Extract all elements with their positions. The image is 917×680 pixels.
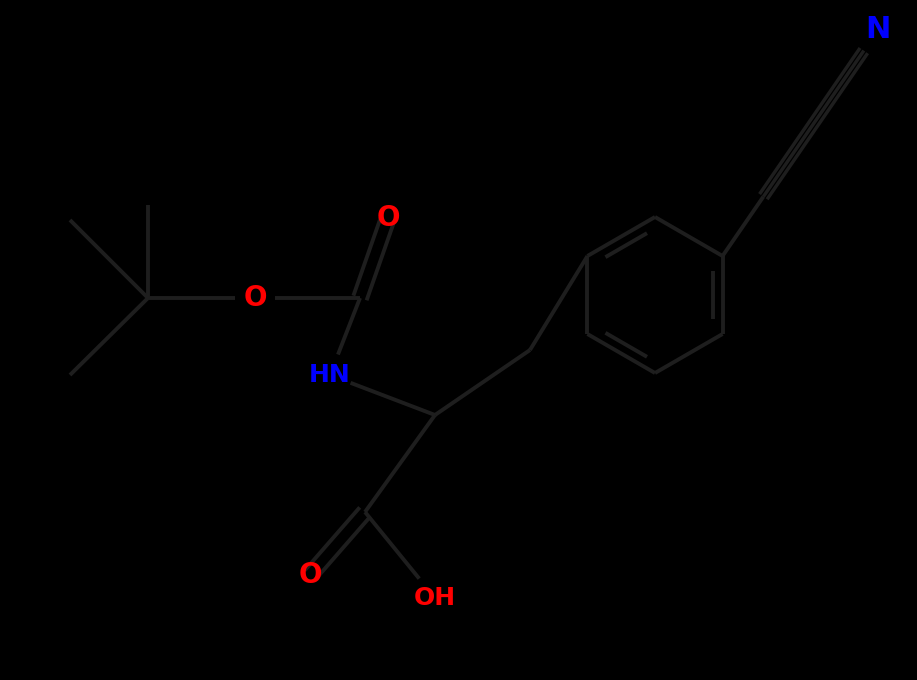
Text: O: O — [376, 204, 400, 232]
Text: O: O — [298, 561, 322, 589]
Text: O: O — [243, 284, 267, 312]
Text: HN: HN — [309, 363, 351, 387]
Text: N: N — [866, 16, 890, 44]
Text: OH: OH — [414, 586, 456, 610]
